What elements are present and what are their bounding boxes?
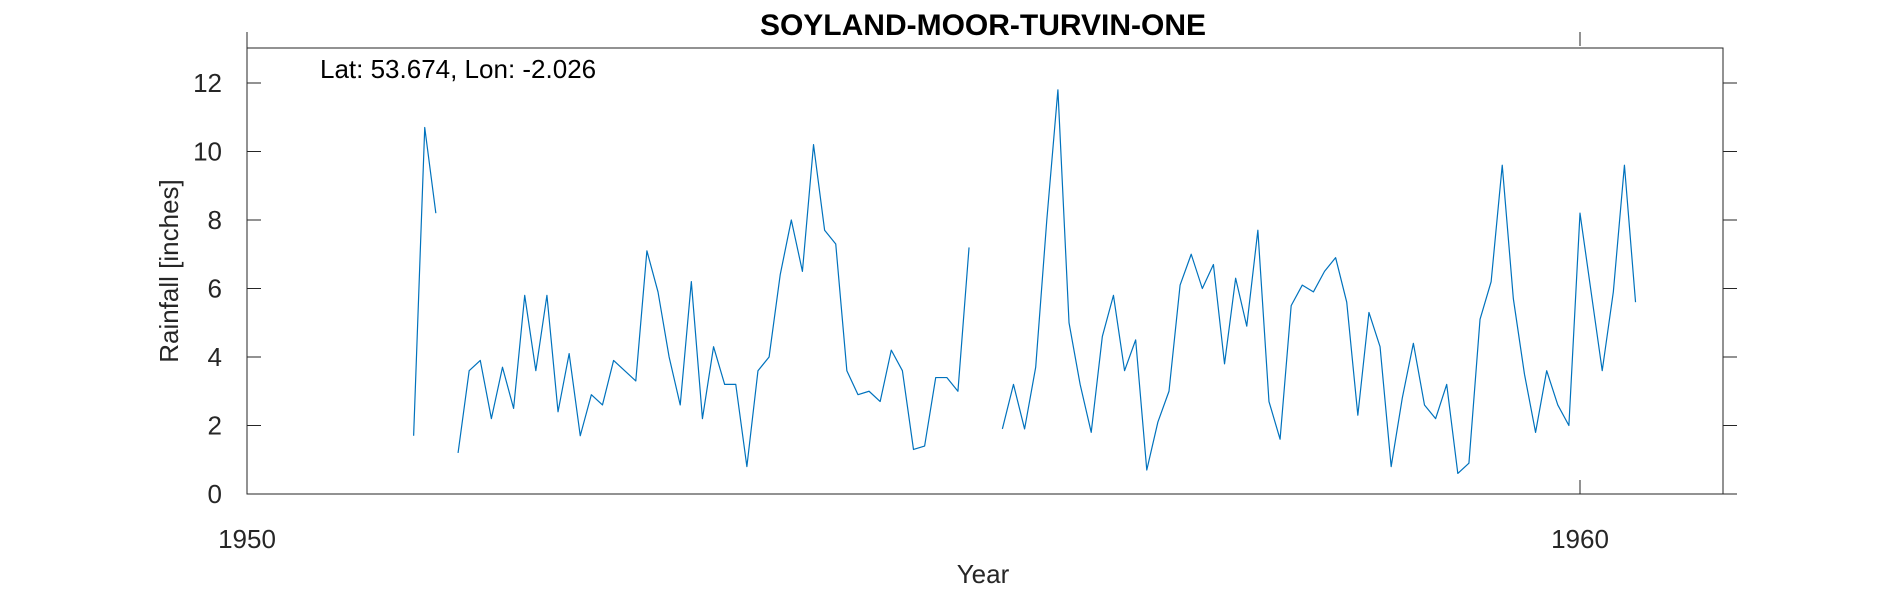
y-tick-label: 8 [208,205,222,235]
series-layer [413,89,1637,475]
y-ticks: 0 2 4 6 8 10 12 [193,68,1737,509]
location-annotation: Lat: 53.674, Lon: -2.026 [320,54,596,84]
x-ticks: 1950 1960 [218,32,1609,554]
x-tick-label: 1960 [1551,524,1609,554]
y-tick-label: 6 [208,274,222,304]
rainfall-series-line [1001,89,1637,475]
plot-box [246,47,1724,495]
y-tick-label: 2 [208,411,222,441]
y-tick-label: 10 [193,137,222,167]
x-tick-label: 1950 [218,524,276,554]
y-tick-label: 12 [193,68,222,98]
plot-area [246,47,1724,495]
x-axis-label: Year [957,559,1010,589]
y-axis-label: Rainfall [inches] [154,179,184,363]
y-tick-label: 4 [208,342,222,372]
rainfall-series-line [413,126,437,436]
chart-title: SOYLAND-MOOR-TURVIN-ONE [760,9,1206,42]
rainfall-series-line [457,144,970,468]
y-tick-label: 0 [208,479,222,509]
